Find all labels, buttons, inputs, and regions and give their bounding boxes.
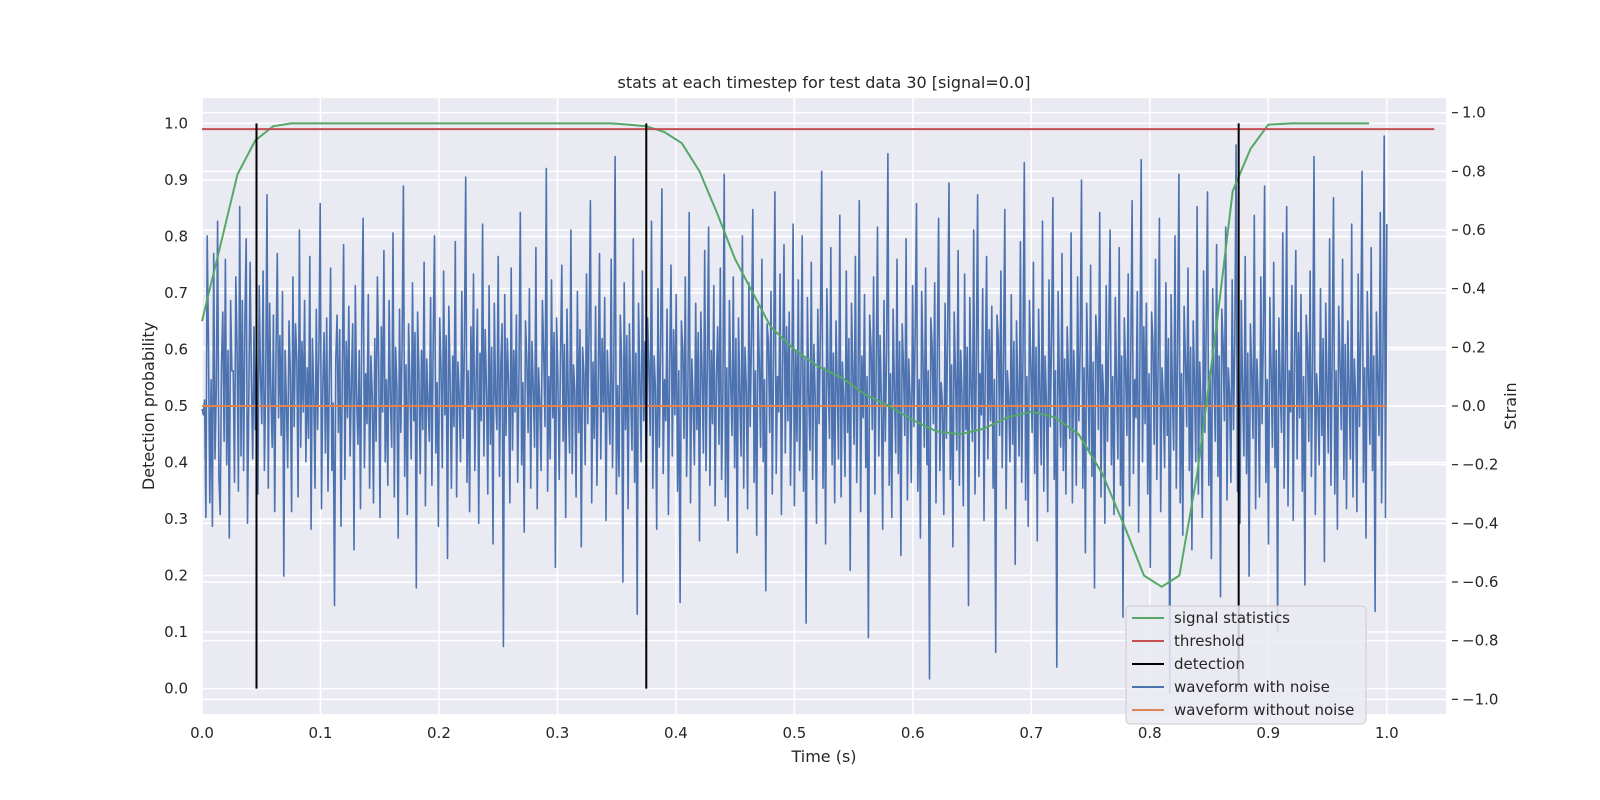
legend-label-signal-statistics: signal statistics <box>1174 609 1290 627</box>
x-tick-label: 0.9 <box>1256 724 1280 742</box>
x-tick-label: 0.4 <box>664 724 688 742</box>
y-tick-label: 0.5 <box>164 397 188 415</box>
y-tick-label: 0.8 <box>164 227 188 245</box>
y2-tick-label: −0.6 <box>1462 573 1498 591</box>
y-tick-label: 0.7 <box>164 284 188 302</box>
data-layer <box>201 122 1435 695</box>
x-tick-label: 0.8 <box>1138 724 1162 742</box>
y2-tick-label: 0.8 <box>1462 162 1486 180</box>
y-tick-label: 0.6 <box>164 340 188 358</box>
y2-tick-label: 0.4 <box>1462 280 1486 298</box>
y2-tick-label: 0.0 <box>1462 397 1486 415</box>
series-signal-statistics <box>201 122 1369 588</box>
x-tick-label: 0.0 <box>190 724 214 742</box>
y-tick-label: 0.4 <box>164 454 188 472</box>
x-axis-label: Time (s) <box>790 747 856 766</box>
legend: signal statistics threshold detection wa… <box>1125 605 1367 725</box>
y-tick-label: 1.0 <box>164 114 188 132</box>
legend-label-waveform-with-noise: waveform with noise <box>1174 678 1330 696</box>
y-tick-label: 0.0 <box>164 680 188 698</box>
y2-tick-label: 0.2 <box>1462 338 1486 356</box>
y2-tick-label: 1.0 <box>1462 104 1486 122</box>
series-waveform-with-noise <box>201 135 1388 695</box>
y2-tick-label: 0.6 <box>1462 221 1486 239</box>
y-tick-label: 0.1 <box>164 623 188 641</box>
y2-axis-label: Strain <box>1501 382 1520 429</box>
x-tick-label: 1.0 <box>1375 724 1399 742</box>
y-tick-label: 0.3 <box>164 510 188 528</box>
y-tick-label: 0.9 <box>164 171 188 189</box>
y2-tick-label: −0.8 <box>1462 632 1498 650</box>
y2-tick-label: −0.4 <box>1462 514 1498 532</box>
legend-label-threshold: threshold <box>1174 632 1245 650</box>
x-tick-label: 0.2 <box>427 724 451 742</box>
y2-tick-label: −1.0 <box>1462 690 1498 708</box>
legend-box <box>1125 605 1367 725</box>
y-axis-label: Detection probability <box>139 322 158 490</box>
x-tick-label: 0.5 <box>782 724 806 742</box>
y-tick-label: 0.2 <box>164 567 188 585</box>
x-tick-label: 0.7 <box>1019 724 1043 742</box>
x-tick-label: 0.1 <box>309 724 333 742</box>
legend-label-waveform-without-noise: waveform without noise <box>1174 701 1354 719</box>
x-tick-label: 0.6 <box>901 724 925 742</box>
x-tick-label: 0.3 <box>545 724 569 742</box>
tick-layer: 0.0 0.1 0.2 0.3 0.4 0.5 0.6 0.7 0.8 0.9 1.0 0.0 0.1 0… <box>164 104 1498 742</box>
legend-label-detection: detection <box>1174 655 1245 673</box>
chart-title: stats at each timestep for test data 30 … <box>618 73 1031 92</box>
y2-tick-label: −0.2 <box>1462 456 1498 474</box>
